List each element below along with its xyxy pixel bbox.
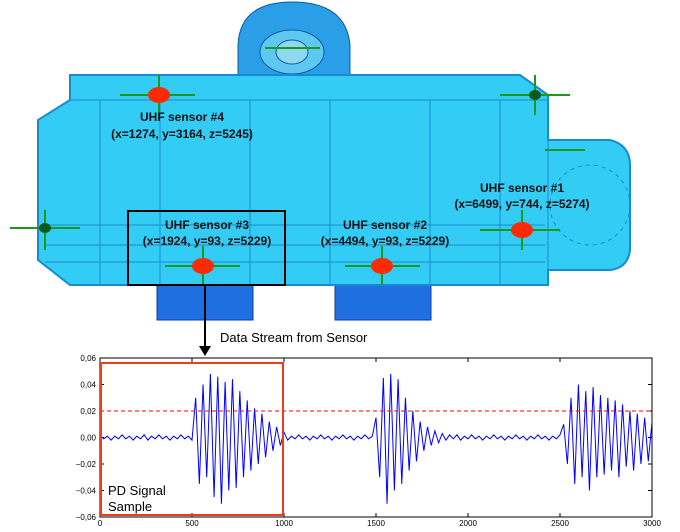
arrowhead [199,346,211,356]
sensor-name: UHF sensor #1 [480,181,564,195]
sensor-name: UHF sensor #2 [343,218,427,232]
sensor-name: UHF sensor #4 [140,110,224,124]
sensor-coords: (x=1924, y=93, z=5229) [143,234,271,248]
sensor-coords: (x=6499, y=744, z=5274) [454,197,589,211]
x-tick-label: 1000 [275,519,293,527]
figure: UHF sensor #4 (x=1274, y=3164, z=5245) U… [0,0,680,527]
sensor [192,258,214,274]
y-tick-label: 0,02 [80,407,96,416]
sensor [148,87,170,103]
sensor [511,222,533,238]
y-tick-label: 0,00 [80,434,96,443]
highlight-label: PD Signal [108,483,166,498]
sensor [371,258,393,274]
highlight-label: Sample [108,499,152,514]
sensor-coords: (x=4494, y=93, z=5229) [321,234,449,248]
signal-chart: −0,06 −0,04 −0,02 0,00 0,02 0,04 0,06 0 500 1000 1… [76,354,662,527]
x-tick-label: 2500 [551,519,569,527]
y-tick-label: 0,04 [80,381,96,390]
x-tick-label: 0 [98,519,103,527]
transformer-drawing: UHF sensor #4 (x=1274, y=3164, z=5245) U… [10,2,630,356]
tank [38,75,630,285]
arrow-label: Data Stream from Sensor [220,330,368,345]
valve [39,223,51,233]
sensor-coords: (x=1274, y=3164, z=5245) [111,127,253,141]
conservator-port [276,40,308,64]
x-tick-label: 3000 [643,519,661,527]
x-tick-label: 1500 [367,519,385,527]
y-tick-label: 0,06 [80,354,96,363]
x-tick-label: 2000 [459,519,477,527]
x-tick-label: 500 [185,519,199,527]
y-tick-label: −0,06 [76,513,97,522]
y-tick-label: −0,02 [76,460,97,469]
sensor-name: UHF sensor #3 [165,218,249,232]
valve [529,90,541,100]
y-tick-label: −0,04 [76,487,97,496]
